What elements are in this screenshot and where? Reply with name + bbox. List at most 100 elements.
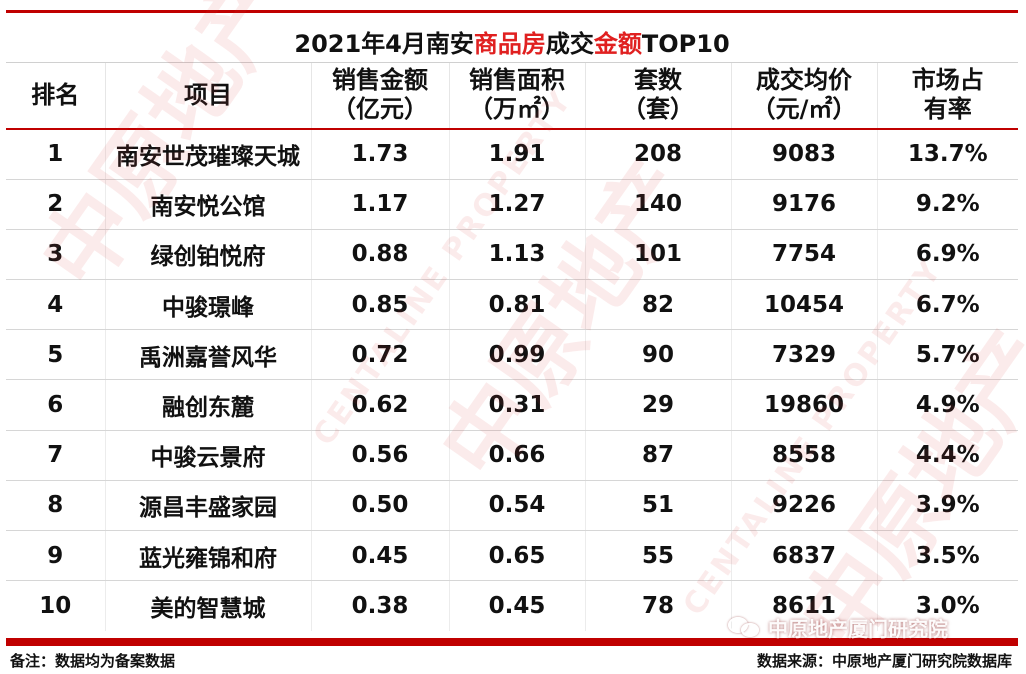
header-share-line2: 有率 [923, 95, 972, 124]
title-part-1: 2021年4月南安 [294, 29, 474, 58]
table-row: 6 融创东麓 0.62 0.31 29 19860 4.9% [6, 379, 1019, 431]
cell-rank: 2 [6, 179, 105, 230]
cell-share: 6.9% [876, 229, 1019, 281]
cell-units: 78 [584, 580, 731, 631]
cell-project: 美的智慧城 [104, 580, 311, 631]
header-amount-line1: 销售金额 [332, 66, 428, 95]
cell-rank: 6 [6, 379, 105, 431]
header-share: 市场占 有率 [876, 62, 1019, 130]
header-area: 销售面积 （万㎡） [448, 62, 585, 130]
title-part-2: 成交 [545, 29, 594, 58]
cell-rank: 10 [39, 593, 72, 620]
header-amount: 销售金额 （亿元） [310, 62, 449, 130]
cell-area: 0.65 [448, 530, 585, 582]
cell-rank: 9 [6, 530, 105, 582]
table-row: 10 美的智慧城 0.38 0.45 78 8611 3.0% [6, 580, 1019, 631]
cell-units: 208 [584, 129, 731, 180]
table-row: 4 中骏璟峰 0.85 0.81 82 10454 6.7% [6, 279, 1019, 331]
cell-units: 101 [584, 229, 731, 281]
cell-project: 融创东麓 [104, 379, 311, 431]
cell-price: 9226 [730, 480, 877, 532]
cell-units: 51 [584, 480, 731, 532]
cell-project: 南安悦公馆 [104, 179, 311, 230]
cell-price: 7754 [730, 229, 877, 281]
header-project-label: 项目 [184, 80, 232, 109]
cell-area: 1.91 [448, 129, 585, 180]
cell-project: 源昌丰盛家园 [104, 480, 311, 532]
top-red-rule [6, 10, 1018, 13]
cell-area: 0.66 [448, 430, 585, 481]
cell-amount: 1.73 [310, 129, 449, 180]
table-row: 7 中骏云景府 0.56 0.66 87 8558 4.4% [6, 430, 1019, 481]
cell-rank: 4 [6, 279, 105, 331]
cell-amount: 1.17 [310, 179, 449, 230]
header-units-line2: （套） [622, 95, 694, 124]
cell-units: 29 [584, 379, 731, 431]
header-price-line1: 成交均价 [756, 66, 852, 95]
header-area-line2: （万㎡） [469, 95, 565, 124]
cell-share: 6.7% [876, 279, 1019, 331]
cell-amount: 0.85 [310, 279, 449, 331]
cell-amount: 0.72 [310, 329, 449, 381]
cell-project: 中骏云景府 [104, 430, 311, 481]
footer-note: 备注：数据均为备案数据 [10, 652, 176, 670]
cell-price: 19860 [730, 379, 877, 431]
header-rank-label: 排名 [31, 80, 80, 109]
wechat-icon [728, 615, 762, 639]
header-row: 排名 项目 销售金额 （亿元） 销售面积 （万㎡） 套数 （套） 成交均价 （元/㎡） … [6, 62, 1019, 130]
table-row: 9 蓝光雍锦和府 0.45 0.65 55 6837 3.5% [6, 530, 1019, 582]
header-share-line1: 市场占 [911, 66, 984, 95]
cell-area: 0.99 [448, 329, 585, 381]
header-units: 套数 （套） [584, 62, 731, 130]
cell-rank: 5 [6, 329, 105, 381]
cell-area: 0.54 [448, 480, 585, 532]
table-title: 2021年4月南安商品房成交金额TOP10 [6, 21, 1019, 63]
cell-area: 0.45 [448, 580, 585, 631]
cell-project: 绿创铂悦府 [104, 229, 311, 281]
cell-rank: 8 [6, 480, 105, 532]
table-row: 3 绿创铂悦府 0.88 1.13 101 7754 6.9% [6, 229, 1019, 281]
cell-price: 9083 [730, 129, 877, 180]
cell-units: 82 [584, 279, 731, 331]
cell-units: 87 [584, 430, 731, 481]
header-price-line2: （元/㎡） [751, 95, 857, 124]
cell-share: 13.7% [876, 129, 1019, 180]
cell-price: 6837 [730, 530, 877, 582]
bottom-red-rule [6, 638, 1018, 646]
cell-share: 3.9% [876, 480, 1019, 532]
cell-amount: 0.38 [310, 580, 449, 631]
cell-share: 9.2% [876, 179, 1019, 230]
cell-share: 3.5% [876, 530, 1019, 582]
cell-area: 0.81 [448, 279, 585, 331]
header-area-line1: 销售面积 [469, 66, 565, 95]
title-highlight-2: 金额 [593, 29, 642, 58]
cell-project: 禹洲嘉誉风华 [104, 329, 311, 381]
cell-area: 1.27 [448, 179, 585, 230]
table-body: 1 南安世茂璀璨天城 1.73 1.91 208 9083 13.7% 2 南安悦公馆 1.17 1… [6, 129, 1019, 631]
cell-price: 9176 [730, 179, 877, 230]
cell-units: 140 [584, 179, 731, 230]
table-row: 5 禹洲嘉誉风华 0.72 0.99 90 7329 5.7% [6, 329, 1019, 381]
cell-rank: 7 [6, 430, 105, 481]
cell-share: 4.9% [876, 379, 1019, 431]
cell-amount: 0.56 [310, 430, 449, 481]
cell-project: 中骏璟峰 [104, 279, 311, 331]
top10-table: 2021年4月南安商品房成交金额TOP10 排名 项目 销售金额 （亿元） 销售面… [6, 21, 1019, 631]
table-row: 1 南安世茂璀璨天城 1.73 1.91 208 9083 13.7% [6, 129, 1019, 180]
cell-units: 90 [584, 329, 731, 381]
cell-area: 1.13 [448, 229, 585, 281]
cell-project: 蓝光雍锦和府 [104, 530, 311, 582]
header-project: 项目 [104, 62, 311, 130]
footer-source: 数据来源：中原地产厦门研究院数据库 [756, 652, 1012, 670]
cell-amount: 0.88 [310, 229, 449, 281]
cell-amount: 0.45 [310, 530, 449, 582]
wechat-account-name: 中原地产厦门研究院 [768, 616, 948, 641]
header-units-line1: 套数 [634, 66, 682, 95]
cell-share: 3.0% [876, 580, 1019, 631]
cell-area: 0.31 [448, 379, 585, 431]
table-title-row: 2021年4月南安商品房成交金额TOP10 [6, 21, 1019, 63]
cell-project: 南安世茂璀璨天城 [104, 129, 311, 180]
cell-amount: 0.50 [310, 480, 449, 532]
cell-rank: 1 [6, 129, 105, 180]
cell-rank: 3 [6, 229, 105, 281]
